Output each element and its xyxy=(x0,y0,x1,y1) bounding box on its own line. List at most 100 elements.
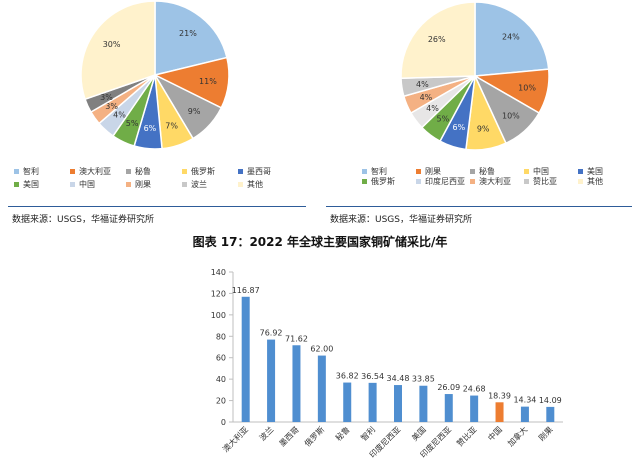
left-legend-swatch xyxy=(70,182,75,187)
left-legend-swatch xyxy=(126,182,131,187)
right-source-note: 数据来源：USGS，华福证券研究所 xyxy=(330,215,472,225)
bar-data-label: 62.00 xyxy=(310,345,333,354)
right-pie-slice xyxy=(400,1,476,80)
left-legend-swatch xyxy=(126,169,131,174)
left-legend-label: 美国 xyxy=(23,180,39,189)
left-pie-slice xyxy=(154,0,228,76)
right-divider xyxy=(326,206,632,207)
left-pie-slice-label: 6% xyxy=(144,124,157,133)
y-tick-label: 100 xyxy=(211,311,226,320)
left-pie-slice-label: 11% xyxy=(199,77,217,86)
bar xyxy=(470,395,479,422)
x-tick-label: 美国 xyxy=(409,424,427,442)
right-pie-slice-label: 24% xyxy=(502,33,520,42)
right-legend-item: 中国 xyxy=(524,166,549,177)
left-pie-slice xyxy=(80,0,156,101)
right-legend-swatch xyxy=(416,169,421,174)
x-tick-label: 澳大利亚 xyxy=(220,424,250,454)
left-legend-label: 中国 xyxy=(79,180,95,189)
right-pie-slice-label: 4% xyxy=(426,104,439,113)
right-legend-item: 智利 xyxy=(362,166,387,177)
y-tick-label: 60 xyxy=(216,354,226,363)
x-tick-label: 中国 xyxy=(486,424,504,442)
left-legend-label: 智利 xyxy=(23,167,39,176)
right-legend-item: 美国 xyxy=(578,166,603,177)
bar xyxy=(444,394,453,422)
right-pie-slice-label: 6% xyxy=(452,123,465,132)
bar xyxy=(317,355,326,422)
bar xyxy=(495,402,504,422)
bar xyxy=(241,296,250,422)
right-pie-slice-label: 5% xyxy=(437,115,450,124)
right-pie-chart: 24% 10% 10% 9% 6%5% 4% 4% 4% 26% xyxy=(400,1,550,151)
right-legend-item: 澳大利亚 xyxy=(470,176,511,187)
bar-data-label: 36.54 xyxy=(361,372,384,381)
left-legend-item: 墨西哥 xyxy=(238,166,271,177)
bar xyxy=(394,385,402,422)
right-pie-slice-label: 4% xyxy=(420,93,433,102)
y-tick-label: 20 xyxy=(216,397,226,406)
bar-data-label: 14.09 xyxy=(539,396,562,405)
x-tick-label: 刚果 xyxy=(537,425,555,443)
bar-chart: 0 20 40 60 80 100 120 140 116.87 澳大利亚 76.92 波兰 71.62… xyxy=(211,268,563,460)
left-pie-legend: 智利 澳大利亚 秘鲁 俄罗斯 墨西哥美国 中国 刚果 波兰 其他 xyxy=(14,166,314,196)
y-tick-label: 140 xyxy=(211,268,226,277)
left-legend-swatch xyxy=(238,182,243,187)
right-legend-label: 赞比亚 xyxy=(533,177,557,186)
left-pie-chart: 21% 11% 9% 7% 6% 5%4%3%3% 30% xyxy=(80,0,230,150)
right-legend-label: 美国 xyxy=(587,167,603,176)
right-pie-slice-label: 10% xyxy=(502,111,520,120)
y-tick-label: 40 xyxy=(216,375,226,384)
left-legend-item: 其他 xyxy=(238,179,263,190)
left-legend-label: 俄罗斯 xyxy=(191,167,215,176)
right-pie-slice-label: 9% xyxy=(477,125,490,134)
right-legend-label: 智利 xyxy=(371,167,387,176)
bar-data-label: 71.62 xyxy=(285,334,308,343)
x-tick-label: 加拿大 xyxy=(505,424,529,448)
left-pie-slice-label: 30% xyxy=(103,40,121,49)
left-legend-label: 澳大利亚 xyxy=(79,167,111,176)
right-legend-item: 印度尼西亚 xyxy=(416,176,465,187)
left-legend-label: 秘鲁 xyxy=(135,167,151,176)
left-pie-slice-label: 21% xyxy=(179,29,197,38)
right-legend-item: 刚果 xyxy=(416,166,441,177)
right-pie-slice-label: 10% xyxy=(518,83,536,92)
bar-data-label: 26.09 xyxy=(437,383,460,392)
left-legend-item: 波兰 xyxy=(182,179,207,190)
right-legend-item: 其他 xyxy=(578,176,603,187)
right-legend-swatch xyxy=(416,179,421,184)
right-legend-label: 秘鲁 xyxy=(479,167,495,176)
right-legend-label: 中国 xyxy=(533,167,549,176)
left-pie-slice-label: 3% xyxy=(100,93,113,102)
left-legend-label: 其他 xyxy=(247,180,263,189)
right-legend-swatch xyxy=(470,179,475,184)
right-legend-swatch xyxy=(578,179,583,184)
bar-data-label: 36.82 xyxy=(336,372,359,381)
left-divider xyxy=(8,206,306,207)
right-pie-slice-label: 4% xyxy=(416,80,429,89)
right-legend-item: 秘鲁 xyxy=(470,166,495,177)
left-legend-item: 中国 xyxy=(70,179,95,190)
bar xyxy=(419,385,428,422)
bar xyxy=(520,406,529,422)
left-legend-item: 俄罗斯 xyxy=(182,166,215,177)
right-legend-swatch xyxy=(524,169,529,174)
left-pie-slice-label: 4% xyxy=(113,111,126,120)
left-legend-swatch xyxy=(182,182,187,187)
left-legend-label: 波兰 xyxy=(191,180,207,189)
bar-data-label: 76.92 xyxy=(260,329,283,338)
left-pie-slice-label: 7% xyxy=(165,122,178,131)
left-legend-item: 澳大利亚 xyxy=(70,166,111,177)
left-legend-label: 墨西哥 xyxy=(247,167,271,176)
bar-data-label: 116.87 xyxy=(232,286,260,295)
left-legend-swatch xyxy=(14,182,19,187)
x-tick-label: 赞比亚 xyxy=(455,424,479,448)
right-legend-label: 俄罗斯 xyxy=(371,177,395,186)
right-legend-swatch xyxy=(362,169,367,174)
right-legend-label: 印度尼西亚 xyxy=(425,177,465,186)
left-legend-swatch xyxy=(70,169,75,174)
right-legend-label: 刚果 xyxy=(425,167,441,176)
bar-data-label: 24.68 xyxy=(463,385,486,394)
right-legend-item: 赞比亚 xyxy=(524,176,557,187)
left-legend-label: 刚果 xyxy=(135,180,151,189)
